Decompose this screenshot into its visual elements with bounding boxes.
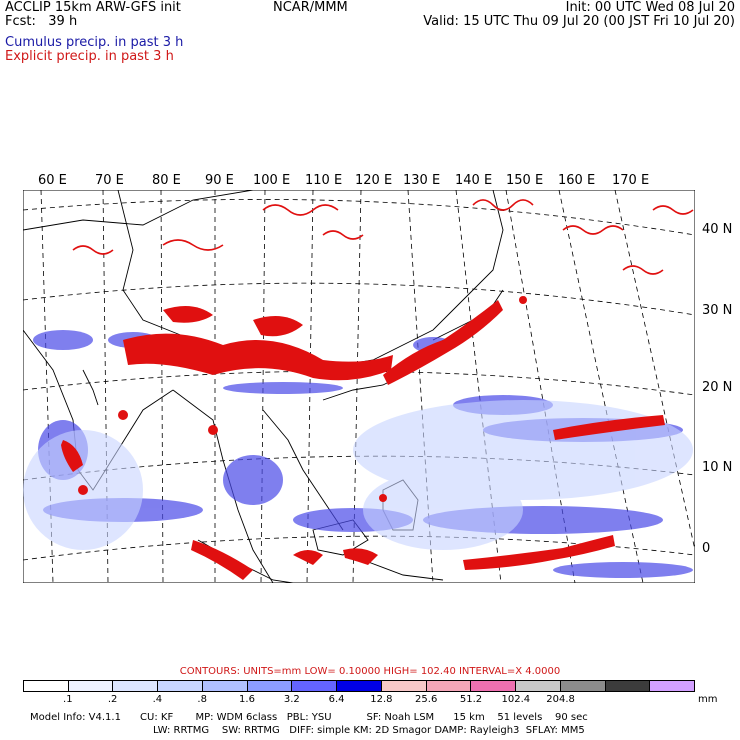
- explicit-cell: [343, 548, 378, 565]
- colorbar-segment: [381, 680, 427, 692]
- explicit-cell: [293, 550, 323, 565]
- cumulus-cell: [223, 455, 283, 505]
- colorbar-segment: [650, 680, 696, 692]
- explicit-dot: [118, 410, 128, 420]
- lon-label: 110 E: [305, 173, 343, 188]
- explicit-dot: [519, 296, 527, 304]
- colorbar-segment: [516, 680, 561, 692]
- explicit-cell-sumatra: [191, 540, 253, 580]
- explicit-cell-india: [61, 440, 83, 472]
- model-info-line1: Model Info: V4.1.1 CU: KF MP: WDM 6class…: [30, 712, 588, 723]
- lon-label: 80 E: [152, 173, 181, 188]
- colorbar-segment: [292, 680, 338, 692]
- explicit-cell: [163, 306, 213, 323]
- cumulus-cell: [553, 562, 693, 578]
- colorbar-units: mm: [698, 694, 718, 705]
- colorbar-segment: [202, 680, 248, 692]
- explicit-cell: [322, 230, 364, 240]
- colorbar-segment: [113, 680, 159, 692]
- explicit-cell: [72, 245, 114, 255]
- explicit-band-itcz: [553, 415, 665, 440]
- colorbar-tick-label: 3.2: [283, 694, 300, 705]
- header-title-block: ACCLIP 15km ARW-GFS init Fcst: 39 h: [5, 1, 181, 29]
- colorbar-segment: [605, 680, 651, 692]
- meridian: [260, 190, 266, 583]
- legend-cumulus: Cumulus precip. in past 3 h: [5, 35, 184, 50]
- parallel-40n: [23, 199, 695, 236]
- explicit-cell: [253, 316, 303, 337]
- colorbar-segment: [426, 680, 472, 692]
- cumulus-light-area: [363, 470, 523, 550]
- colorbar-tick-label: .1: [63, 694, 73, 705]
- colorbar-tick-label: 102.4: [501, 694, 531, 705]
- model-info-line2: LW: RRTMG SW: RRTMG DIFF: simple KM: 2D …: [153, 725, 585, 736]
- lon-label: 70 E: [95, 173, 124, 188]
- cumulus-cell: [223, 382, 343, 394]
- explicit-band-tibet: [123, 333, 393, 381]
- lon-label: 160 E: [558, 173, 596, 188]
- lon-label: 140 E: [455, 173, 493, 188]
- explicit-cell: [162, 239, 224, 251]
- colorbar-tick-label: 25.6: [415, 694, 438, 705]
- sri-lanka-area: [82, 369, 99, 406]
- legend-explicit: Explicit precip. in past 3 h: [5, 49, 174, 64]
- lon-label: 170 E: [612, 173, 650, 188]
- colorbar-tick-label: 6.4: [328, 694, 345, 705]
- colorbar-segment: [23, 680, 69, 692]
- lon-label: 120 E: [355, 173, 393, 188]
- precipitation-map: [23, 190, 695, 583]
- lon-label: 90 E: [205, 173, 234, 188]
- explicit-band-south: [463, 535, 615, 570]
- lon-label: 130 E: [403, 173, 441, 188]
- colorbar-tick-label: .4: [152, 694, 163, 705]
- colorbar: [23, 680, 696, 692]
- header-time-block: Init: 00 UTC Wed 08 Jul 20 Valid: 15 UTC …: [423, 1, 735, 29]
- cumulus-cell: [33, 330, 93, 350]
- meridian: [614, 190, 695, 551]
- meridian: [505, 190, 576, 583]
- colorbar-segment: [247, 680, 293, 692]
- lon-label: 150 E: [506, 173, 544, 188]
- explicit-cell: [472, 199, 534, 211]
- colorbar-tick-label: 1.6: [239, 694, 255, 705]
- colorbar-tick-label: 204.8: [546, 694, 575, 705]
- colorbar-segment: [337, 680, 382, 692]
- meridian: [455, 190, 502, 583]
- header-center: NCAR/MMM: [273, 0, 348, 15]
- colorbar-segment: [471, 680, 517, 692]
- explicit-cell: [562, 225, 624, 235]
- explicit-dot: [208, 425, 218, 435]
- explicit-cell: [652, 205, 694, 215]
- explicit-cell: [262, 204, 339, 216]
- colorbar-tick-label: .2: [107, 694, 118, 705]
- java-coast: [362, 559, 444, 581]
- colorbar-segment: [68, 680, 114, 692]
- init-time: Init: 00 UTC Wed 08 Jul 20: [565, 0, 735, 15]
- lon-label: 100 E: [253, 173, 291, 188]
- lat-label: 20 N: [702, 380, 733, 395]
- forecast-hour: Fcst: 39 h: [5, 14, 78, 29]
- explicit-fill: [61, 296, 665, 580]
- colorbar-tick-label: 12.8: [370, 694, 393, 705]
- header-title: ACCLIP 15km ARW-GFS init: [5, 0, 181, 15]
- explicit-dot: [78, 485, 88, 495]
- lat-label: 10 N: [702, 460, 733, 475]
- explicit-cell: [622, 265, 664, 275]
- explicit-dot: [379, 494, 387, 502]
- lat-label: 30 N: [702, 303, 733, 318]
- explicit-precip: [72, 199, 694, 275]
- colorbar-tick-label: 51.2: [459, 694, 483, 705]
- valid-time: Valid: 15 UTC Thu 09 Jul 20 (00 JST Fri …: [423, 14, 735, 29]
- lat-label: 40 N: [702, 222, 733, 237]
- lat-label: 0: [702, 541, 711, 556]
- colorbar-tick-label: .8: [197, 694, 207, 705]
- contours-info: CONTOURS: UNITS=mm LOW= 0.10000 HIGH= 10…: [179, 666, 561, 677]
- explicit-band-baiu: [383, 300, 503, 385]
- coast-north: [23, 190, 254, 231]
- colorbar-segment: [560, 680, 606, 692]
- cumulus-light: [23, 400, 693, 550]
- colorbar-segment: [158, 680, 203, 692]
- lon-label: 60 E: [38, 173, 67, 188]
